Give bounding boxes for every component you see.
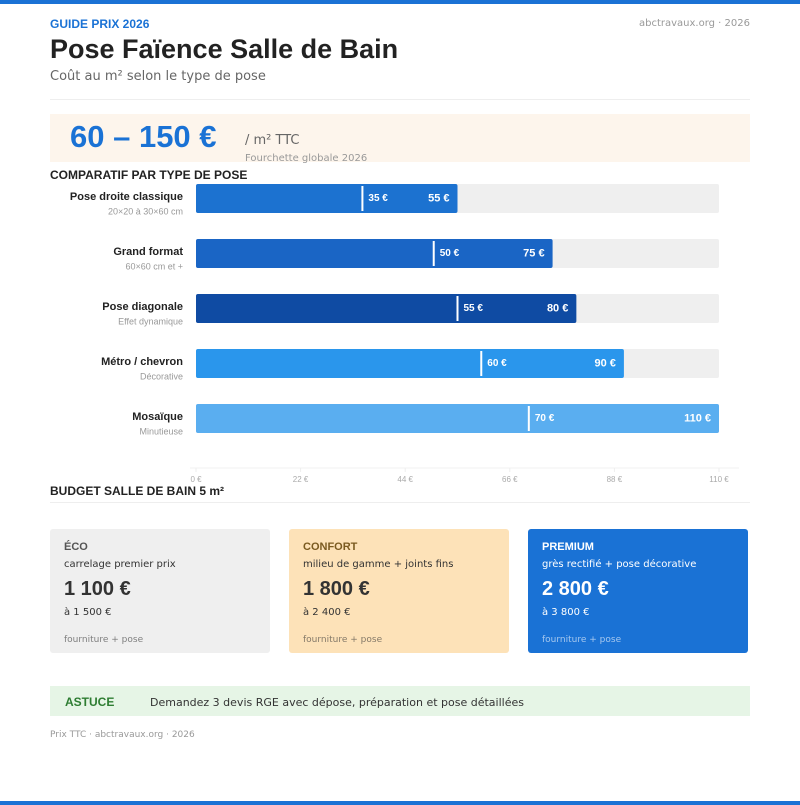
category-sublabel: 20×20 à 30×60 cm — [108, 206, 183, 216]
category-sublabel: Effet dynamique — [118, 316, 183, 326]
x-tick-label: 66 € — [502, 475, 518, 484]
category-sublabel: Minutieuse — [139, 426, 183, 436]
high-label: 75 € — [523, 247, 544, 259]
kicker: GUIDE PRIX 2026 — [50, 17, 150, 31]
tip-label: ASTUCE — [65, 695, 115, 709]
card-price: 1 800 € — [303, 578, 370, 600]
low-label: 55 € — [464, 303, 484, 314]
page-title: Pose Faïence Salle de Bain — [50, 34, 399, 64]
bar — [196, 349, 624, 378]
low-label: 35 € — [368, 193, 388, 204]
x-tick-label: 22 € — [293, 475, 309, 484]
category-label: Pose diagonale — [102, 301, 183, 313]
budget-card: ÉCO carrelage premier prix 1 100 € à 1 500 … — [50, 529, 270, 653]
price-unit: / m² TTC — [245, 133, 300, 148]
divider — [50, 99, 750, 100]
budget-card: PREMIUM grès rectifié + pose décorative 2 … — [528, 529, 748, 653]
high-label: 80 € — [547, 302, 568, 314]
price-range: 60 – 150 € — [70, 119, 217, 154]
chart: 0 € 22 € 44 € 66 € 88 € 110 € Pose droite clas… — [70, 184, 739, 484]
divider — [50, 502, 750, 503]
card-desc: carrelage premier prix — [64, 559, 176, 570]
tip-text: Demandez 3 devis RGE avec dépose, prépar… — [150, 696, 524, 709]
card-desc: milieu de gamme + joints fins — [303, 559, 454, 570]
low-label: 60 € — [487, 358, 507, 369]
low-label: 70 € — [535, 413, 555, 424]
high-label: 110 € — [684, 412, 711, 424]
bottom-bar — [0, 801, 800, 805]
x-tick-label: 88 € — [607, 475, 623, 484]
category-sublabel: Décorative — [140, 371, 183, 381]
card-label: PREMIUM — [542, 541, 594, 553]
category-label: Mosaïque — [132, 411, 183, 423]
card-note: fourniture + pose — [303, 635, 383, 645]
price-banner — [50, 114, 750, 162]
card-label: ÉCO — [64, 541, 88, 553]
card-to: à 3 800 € — [542, 607, 590, 618]
site: abctravaux.org · 2026 — [638, 18, 750, 29]
high-label: 90 € — [594, 357, 615, 369]
footer: Prix TTC · abctravaux.org · 2026 — [50, 730, 195, 740]
page-subtitle: Coût au m² selon le type de pose — [50, 69, 266, 84]
category-label: Pose droite classique — [70, 191, 183, 203]
bar — [196, 184, 458, 213]
high-label: 55 € — [428, 192, 449, 204]
card-to: à 2 400 € — [303, 607, 351, 618]
card-price: 1 100 € — [64, 578, 131, 600]
category-label: Métro / chevron — [101, 356, 183, 368]
category-sublabel: 60×60 cm et + — [125, 261, 183, 271]
bar — [196, 294, 577, 323]
low-label: 50 € — [440, 248, 460, 259]
chart-title: COMPARATIF PAR TYPE DE POSE — [50, 168, 248, 182]
x-tick-label: 44 € — [397, 475, 413, 484]
x-tick-label: 0 € — [190, 475, 202, 484]
bar — [196, 239, 553, 268]
category-label: Grand format — [113, 246, 183, 258]
card-note: fourniture + pose — [542, 635, 622, 645]
tip-box — [50, 686, 750, 716]
card-price: 2 800 € — [542, 578, 609, 600]
top-bar — [0, 0, 800, 4]
price-note: Fourchette globale 2026 — [245, 153, 368, 164]
section-title: BUDGET SALLE DE BAIN 5 m² — [50, 484, 225, 498]
budget-card: CONFORT milieu de gamme + joints fins 1 80… — [289, 529, 509, 653]
x-tick-label: 110 € — [709, 475, 729, 484]
card-to: à 1 500 € — [64, 607, 112, 618]
card-note: fourniture + pose — [64, 635, 144, 645]
bar — [196, 404, 719, 433]
card-label: CONFORT — [303, 541, 358, 553]
card-desc: grès rectifié + pose décorative — [542, 559, 697, 570]
